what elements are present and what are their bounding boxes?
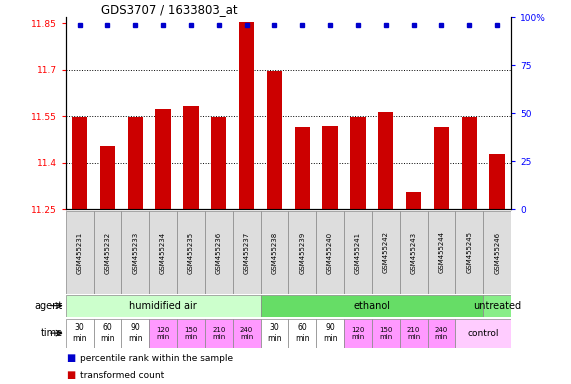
Text: 60
min: 60 min (295, 323, 309, 343)
Bar (456, 319, 511, 348)
Bar (350, 117, 365, 209)
Bar (122, 211, 149, 294)
Bar (378, 112, 393, 209)
Text: transformed count: transformed count (80, 371, 164, 380)
Bar (127, 117, 143, 209)
Text: GSM455231: GSM455231 (77, 231, 83, 274)
Bar (260, 295, 483, 317)
Bar (344, 319, 372, 348)
Text: 210
min: 210 min (407, 327, 420, 339)
Bar (456, 211, 483, 294)
Bar (316, 211, 344, 294)
Text: GSM455245: GSM455245 (467, 232, 472, 273)
Bar (428, 211, 456, 294)
Text: 120
min: 120 min (156, 327, 170, 339)
Bar (94, 211, 122, 294)
Text: control: control (468, 329, 499, 338)
Text: ■: ■ (66, 353, 75, 363)
Bar (260, 211, 288, 294)
Bar (344, 211, 372, 294)
Text: GSM455241: GSM455241 (355, 232, 361, 273)
Bar (183, 106, 199, 209)
Text: 150
min: 150 min (184, 327, 198, 339)
Bar (316, 319, 344, 348)
Text: GSM455240: GSM455240 (327, 232, 333, 273)
Text: ■: ■ (66, 370, 75, 380)
Text: GSM455238: GSM455238 (271, 231, 278, 274)
Text: 150
min: 150 min (379, 327, 392, 339)
Bar (205, 211, 233, 294)
Bar (406, 192, 421, 209)
Bar (400, 211, 428, 294)
Text: GSM455243: GSM455243 (411, 232, 417, 273)
Bar (239, 22, 254, 209)
Text: 90
min: 90 min (128, 323, 143, 343)
Bar (233, 319, 260, 348)
Bar (372, 211, 400, 294)
Text: 210
min: 210 min (212, 327, 226, 339)
Bar (295, 127, 310, 209)
Bar (155, 109, 171, 209)
Text: GSM455246: GSM455246 (494, 232, 500, 273)
Bar (122, 319, 149, 348)
Bar (461, 117, 477, 209)
Text: GSM455244: GSM455244 (439, 232, 444, 273)
Bar (233, 211, 260, 294)
Bar (205, 319, 233, 348)
Bar (66, 295, 260, 317)
Text: 30
min: 30 min (73, 323, 87, 343)
Bar (177, 319, 205, 348)
Bar (177, 211, 205, 294)
Text: humidified air: humidified air (129, 301, 197, 311)
Text: GSM455239: GSM455239 (299, 231, 305, 274)
Text: GSM455237: GSM455237 (244, 231, 250, 274)
Text: GDS3707 / 1633803_at: GDS3707 / 1633803_at (101, 3, 238, 16)
Bar (149, 211, 177, 294)
Text: 60
min: 60 min (100, 323, 115, 343)
Bar (260, 319, 288, 348)
Bar (66, 211, 94, 294)
Bar (372, 319, 400, 348)
Bar (434, 127, 449, 209)
Text: GSM455236: GSM455236 (216, 231, 222, 274)
Bar (100, 146, 115, 209)
Text: ethanol: ethanol (353, 301, 391, 311)
Text: 240
min: 240 min (435, 327, 448, 339)
Bar (489, 154, 505, 209)
Text: untreated: untreated (473, 301, 521, 311)
Text: GSM455242: GSM455242 (383, 232, 389, 273)
Text: GSM455233: GSM455233 (132, 231, 138, 274)
Text: GSM455235: GSM455235 (188, 232, 194, 273)
Bar (72, 117, 87, 209)
Text: GSM455234: GSM455234 (160, 232, 166, 273)
Bar (400, 319, 428, 348)
Text: GSM455232: GSM455232 (104, 232, 110, 273)
Bar (288, 319, 316, 348)
Bar (66, 319, 94, 348)
Bar (323, 126, 338, 209)
Bar (428, 319, 456, 348)
Bar (483, 295, 511, 317)
Bar (267, 71, 282, 209)
Bar (94, 319, 122, 348)
Bar (149, 319, 177, 348)
Bar (288, 211, 316, 294)
Bar (211, 117, 227, 209)
Text: 120
min: 120 min (351, 327, 365, 339)
Text: time: time (41, 328, 63, 338)
Text: 30
min: 30 min (267, 323, 282, 343)
Bar (483, 211, 511, 294)
Text: 240
min: 240 min (240, 327, 253, 339)
Text: percentile rank within the sample: percentile rank within the sample (80, 354, 233, 363)
Text: 90
min: 90 min (323, 323, 337, 343)
Text: agent: agent (35, 301, 63, 311)
